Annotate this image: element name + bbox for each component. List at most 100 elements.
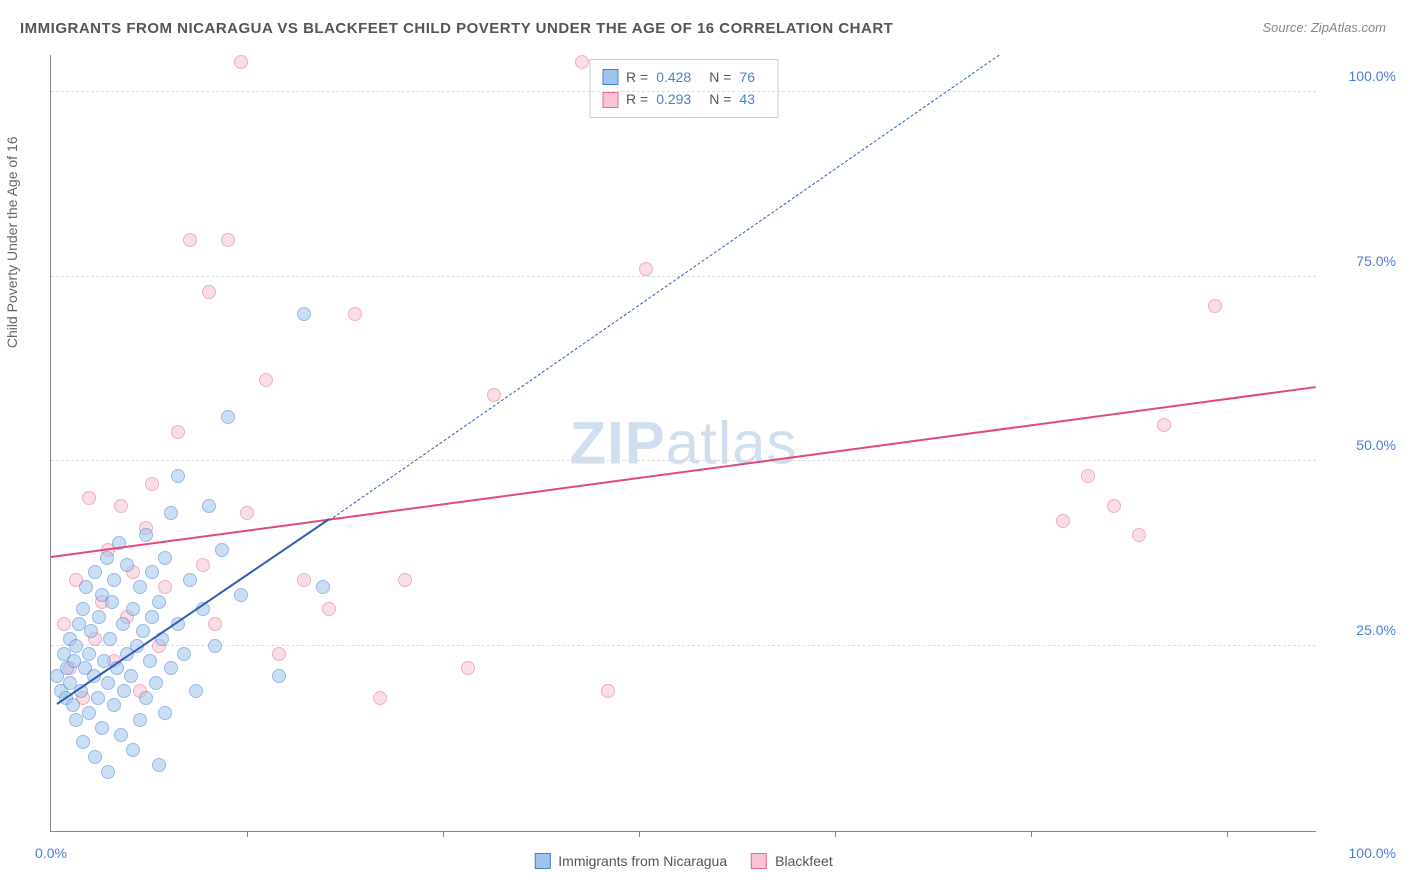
scatter-point-blackfeet <box>348 307 362 321</box>
x-tick-mark <box>1031 831 1032 837</box>
scatter-point-blackfeet <box>82 491 96 505</box>
swatch-nicaragua <box>534 853 550 869</box>
scatter-point-nicaragua <box>145 565 159 579</box>
x-tick-label: 100.0% <box>1326 845 1396 861</box>
y-tick-label: 50.0% <box>1326 437 1396 453</box>
scatter-point-nicaragua <box>92 610 106 624</box>
scatter-point-nicaragua <box>76 735 90 749</box>
scatter-point-nicaragua <box>116 617 130 631</box>
n-label: N = <box>709 66 731 88</box>
scatter-point-nicaragua <box>117 684 131 698</box>
x-tick-mark <box>639 831 640 837</box>
x-tick-mark <box>443 831 444 837</box>
legend-item-blackfeet: Blackfeet <box>751 853 833 869</box>
x-tick-mark <box>1227 831 1228 837</box>
scatter-point-nicaragua <box>88 565 102 579</box>
gridline <box>51 91 1316 92</box>
scatter-point-nicaragua <box>107 698 121 712</box>
gridline <box>51 645 1316 646</box>
scatter-point-blackfeet <box>398 573 412 587</box>
scatter-point-nicaragua <box>215 543 229 557</box>
scatter-point-nicaragua <box>107 573 121 587</box>
scatter-point-nicaragua <box>88 750 102 764</box>
correlation-legend: R = 0.428 N = 76 R = 0.293 N = 43 <box>589 59 778 118</box>
series-legend: Immigrants from Nicaragua Blackfeet <box>534 853 832 869</box>
scatter-point-blackfeet <box>297 573 311 587</box>
trend-line <box>51 386 1316 558</box>
r-value-nicaragua: 0.428 <box>656 66 691 88</box>
scatter-point-blackfeet <box>158 580 172 594</box>
scatter-point-nicaragua <box>139 691 153 705</box>
scatter-point-nicaragua <box>91 691 105 705</box>
plot-area: ZIPatlas R = 0.428 N = 76 R = 0.293 N = … <box>50 55 1316 832</box>
scatter-point-nicaragua <box>76 602 90 616</box>
scatter-point-blackfeet <box>1056 514 1070 528</box>
scatter-point-nicaragua <box>95 721 109 735</box>
r-label: R = <box>626 66 648 88</box>
scatter-point-blackfeet <box>240 506 254 520</box>
scatter-point-nicaragua <box>101 765 115 779</box>
scatter-point-nicaragua <box>221 410 235 424</box>
scatter-point-nicaragua <box>133 580 147 594</box>
scatter-point-blackfeet <box>145 477 159 491</box>
scatter-point-blackfeet <box>234 55 248 69</box>
scatter-point-nicaragua <box>297 307 311 321</box>
n-value-nicaragua: 76 <box>739 66 755 88</box>
scatter-point-blackfeet <box>208 617 222 631</box>
x-tick-label: 0.0% <box>35 845 67 861</box>
scatter-point-blackfeet <box>259 373 273 387</box>
scatter-point-nicaragua <box>152 758 166 772</box>
scatter-point-blackfeet <box>487 388 501 402</box>
scatter-point-nicaragua <box>164 661 178 675</box>
legend-label-nicaragua: Immigrants from Nicaragua <box>558 853 727 869</box>
scatter-point-nicaragua <box>136 624 150 638</box>
scatter-point-nicaragua <box>183 573 197 587</box>
chart-container: IMMIGRANTS FROM NICARAGUA VS BLACKFEET C… <box>0 0 1406 892</box>
scatter-point-nicaragua <box>103 632 117 646</box>
y-tick-label: 25.0% <box>1326 622 1396 638</box>
y-tick-label: 100.0% <box>1326 68 1396 84</box>
swatch-blackfeet <box>602 92 618 108</box>
scatter-point-blackfeet <box>272 647 286 661</box>
scatter-point-nicaragua <box>149 676 163 690</box>
scatter-point-blackfeet <box>601 684 615 698</box>
legend-row-nicaragua: R = 0.428 N = 76 <box>602 66 765 88</box>
scatter-point-nicaragua <box>272 669 286 683</box>
chart-title: IMMIGRANTS FROM NICARAGUA VS BLACKFEET C… <box>20 20 893 37</box>
y-axis-label: Child Poverty Under the Age of 16 <box>4 136 20 348</box>
swatch-blackfeet <box>751 853 767 869</box>
scatter-point-nicaragua <box>316 580 330 594</box>
x-tick-mark <box>835 831 836 837</box>
scatter-point-nicaragua <box>158 551 172 565</box>
scatter-point-nicaragua <box>66 698 80 712</box>
scatter-point-nicaragua <box>164 506 178 520</box>
scatter-point-blackfeet <box>183 233 197 247</box>
scatter-point-blackfeet <box>1208 299 1222 313</box>
scatter-point-nicaragua <box>139 528 153 542</box>
scatter-point-nicaragua <box>145 610 159 624</box>
scatter-point-blackfeet <box>373 691 387 705</box>
scatter-point-blackfeet <box>1081 469 1095 483</box>
watermark-bold: ZIP <box>569 410 665 477</box>
scatter-point-blackfeet <box>221 233 235 247</box>
scatter-point-blackfeet <box>1107 499 1121 513</box>
scatter-point-blackfeet <box>322 602 336 616</box>
scatter-point-nicaragua <box>208 639 222 653</box>
scatter-point-nicaragua <box>202 499 216 513</box>
scatter-point-nicaragua <box>133 713 147 727</box>
scatter-point-blackfeet <box>1132 528 1146 542</box>
scatter-point-blackfeet <box>114 499 128 513</box>
scatter-point-nicaragua <box>105 595 119 609</box>
scatter-point-nicaragua <box>79 580 93 594</box>
scatter-point-blackfeet <box>57 617 71 631</box>
watermark: ZIPatlas <box>569 409 797 478</box>
legend-label-blackfeet: Blackfeet <box>775 853 833 869</box>
swatch-nicaragua <box>602 69 618 85</box>
scatter-point-nicaragua <box>177 647 191 661</box>
y-tick-label: 75.0% <box>1326 253 1396 269</box>
scatter-point-blackfeet <box>575 55 589 69</box>
x-tick-mark <box>247 831 248 837</box>
scatter-point-blackfeet <box>1157 418 1171 432</box>
scatter-point-nicaragua <box>69 713 83 727</box>
scatter-point-nicaragua <box>152 595 166 609</box>
